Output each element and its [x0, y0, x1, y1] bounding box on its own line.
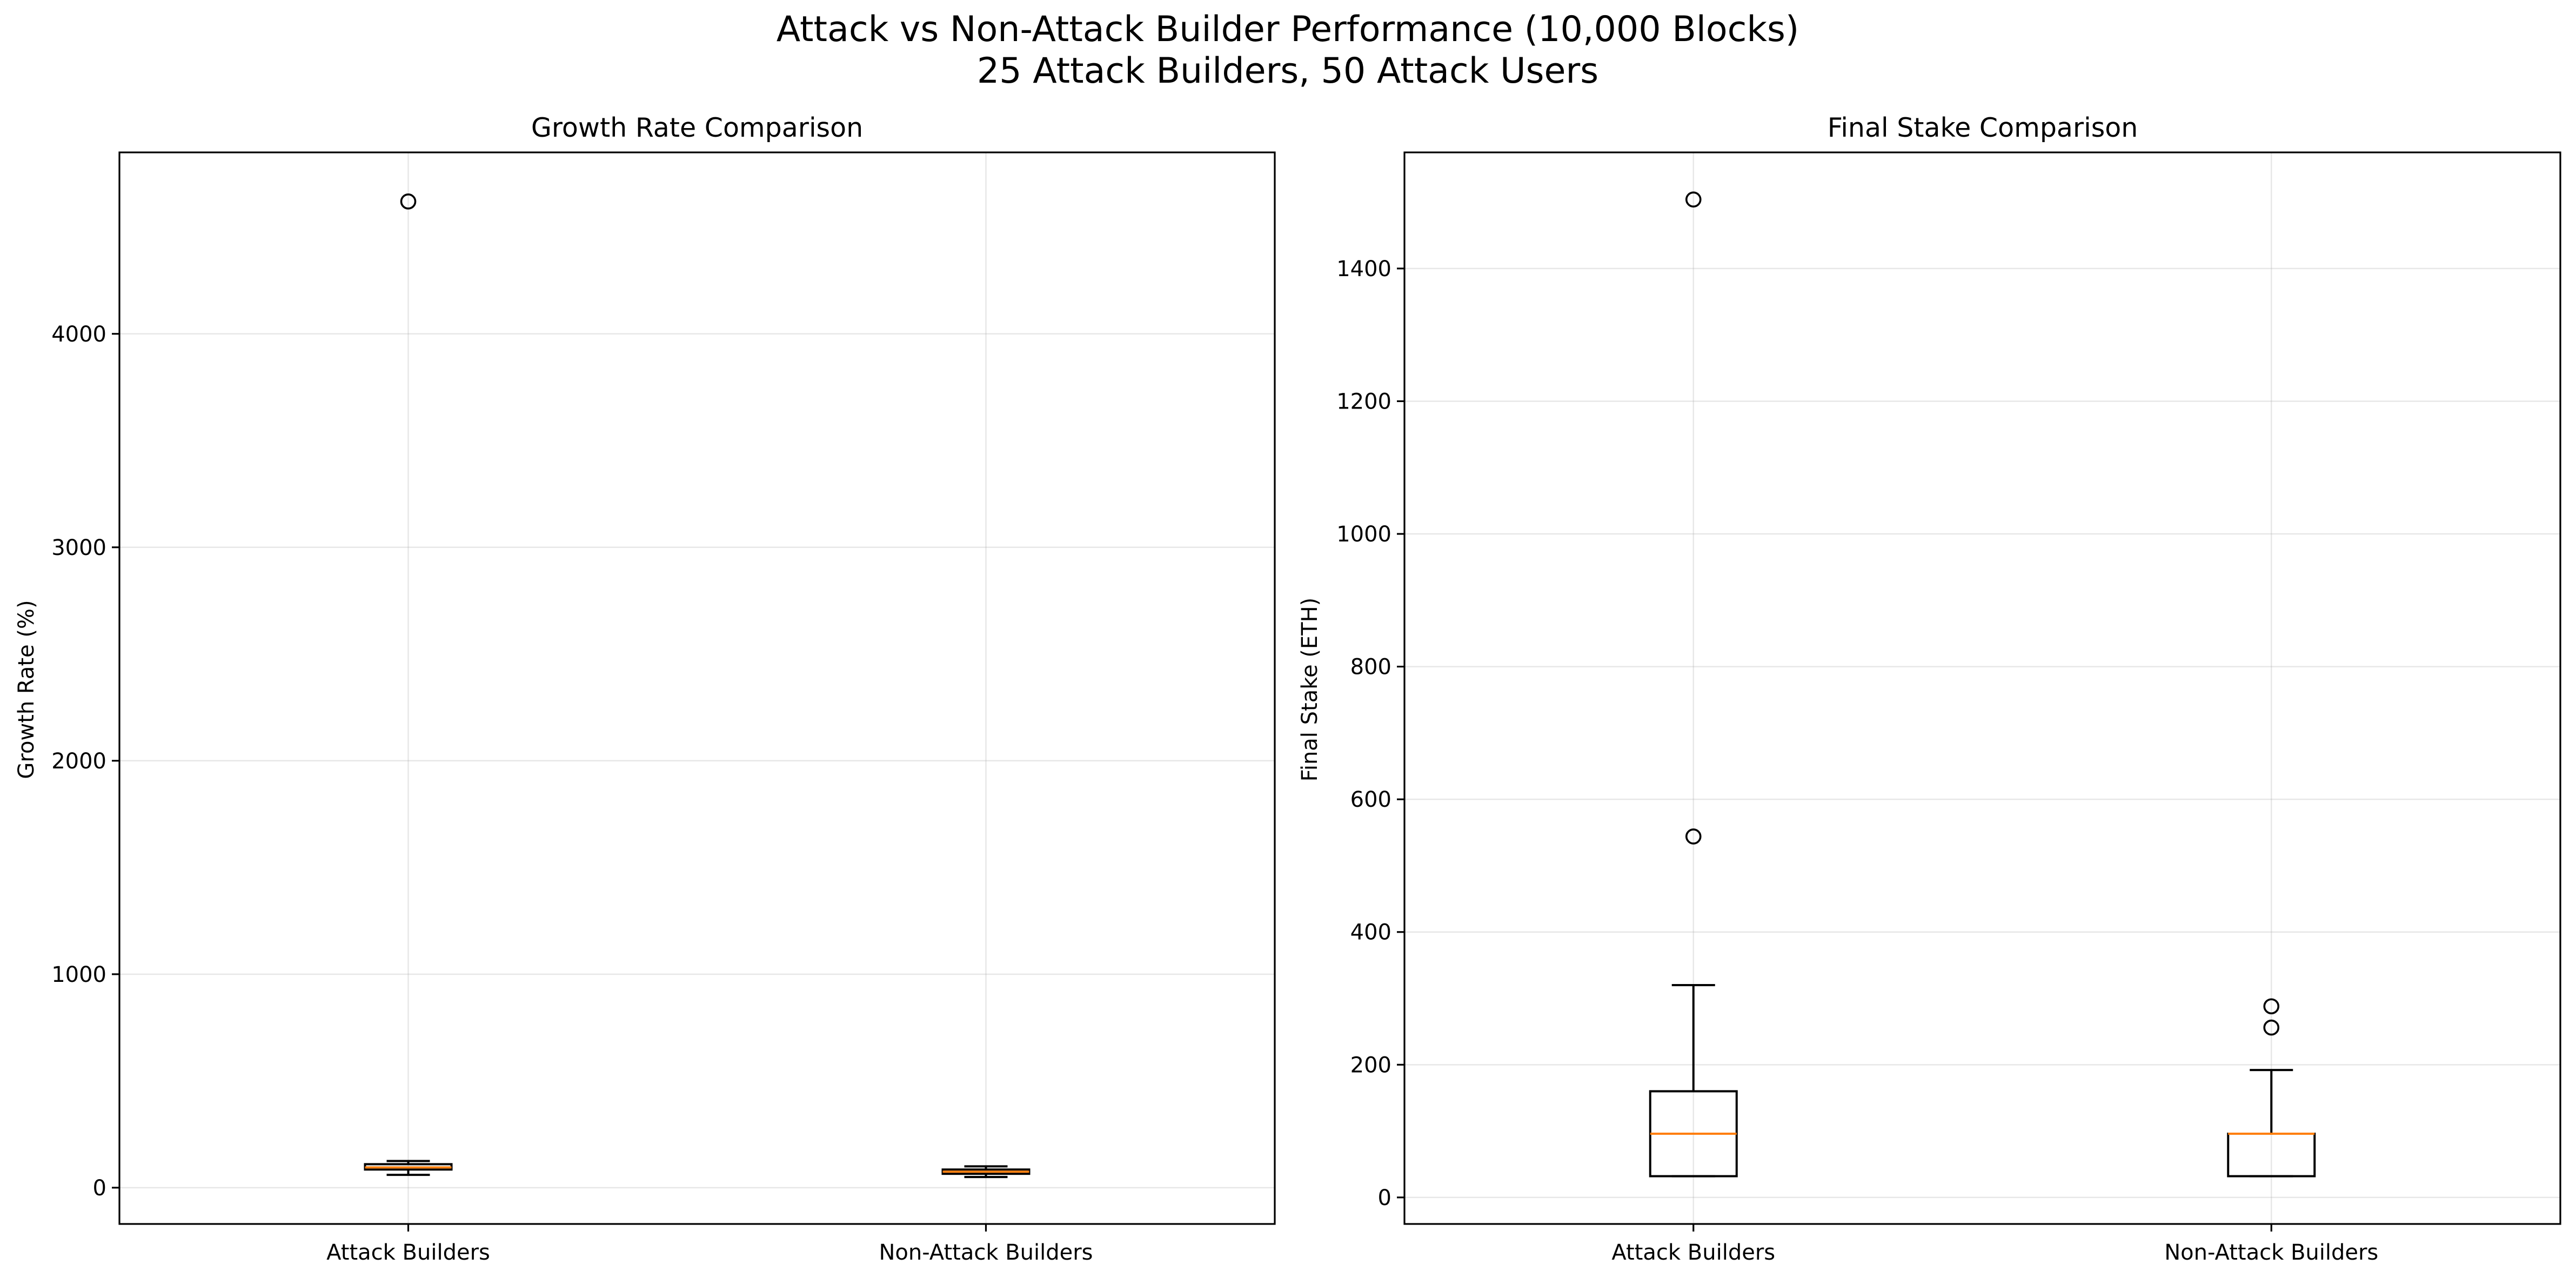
box-plot-attack-builders [1649, 191, 1738, 1177]
y-tick-label: 3000 [51, 536, 106, 560]
y-tick-label: 400 [1350, 920, 1391, 945]
x-tick-label: Non-Attack Builders [879, 1240, 1093, 1265]
growth-rate-title: Growth Rate Comparison [531, 112, 863, 143]
box-plot-non-attack-builders [941, 1165, 1031, 1179]
outlier-point [400, 193, 417, 210]
final-stake-plot-area: 0 200 400 600 800 1000 1200 1400 Attack Builders… [1336, 151, 2561, 1265]
outlier-point [1685, 828, 1702, 845]
x-tick-label: Attack Builders [326, 1240, 490, 1265]
growth-rate-y-axis-label: Growth Rate (%) [14, 600, 39, 779]
axes-frame [1403, 151, 2561, 1225]
outlier-point [1685, 191, 1702, 208]
outlier-point [2263, 1019, 2280, 1036]
x-tick-label: Non-Attack Builders [2164, 1240, 2378, 1265]
y-tick-label: 1200 [1336, 389, 1391, 414]
axes-frame [118, 151, 1276, 1225]
growth-rate-panel: Growth Rate Comparison Growth Rate (%) 0… [14, 112, 1276, 1265]
final-stake-title: Final Stake Comparison [1828, 112, 2138, 143]
final-stake-y-axis-label: Final Stake (ETH) [1297, 598, 1322, 782]
outlier-point [2263, 998, 2280, 1015]
y-tick-label: 800 [1350, 655, 1391, 680]
suptitle-line-2: 25 Attack Builders, 50 Attack Users [977, 51, 1598, 91]
x-tick-label: Attack Builders [1611, 1240, 1775, 1265]
y-tick-label: 0 [1378, 1186, 1391, 1210]
suptitle-line-1: Attack vs Non-Attack Builder Performance… [777, 9, 1799, 50]
final-stake-panel: Final Stake Comparison Final Stake (ETH)… [1297, 112, 2561, 1265]
y-tick-label: 2000 [51, 749, 106, 774]
y-tick-label: 1000 [51, 962, 106, 987]
y-tick-label: 600 [1350, 787, 1391, 812]
box-plot-non-attack-builders [2227, 998, 2316, 1177]
y-tick-label: 1400 [1336, 257, 1391, 282]
y-tick-label: 1000 [1336, 522, 1391, 547]
y-tick-label: 4000 [51, 322, 106, 347]
growth-rate-plot-area: 0 1000 2000 3000 4000 Attack Builders Non-Atta… [51, 151, 1276, 1265]
box-plot-attack-builders [364, 193, 453, 1176]
y-tick-label: 0 [93, 1176, 106, 1201]
y-tick-label: 200 [1350, 1053, 1391, 1078]
